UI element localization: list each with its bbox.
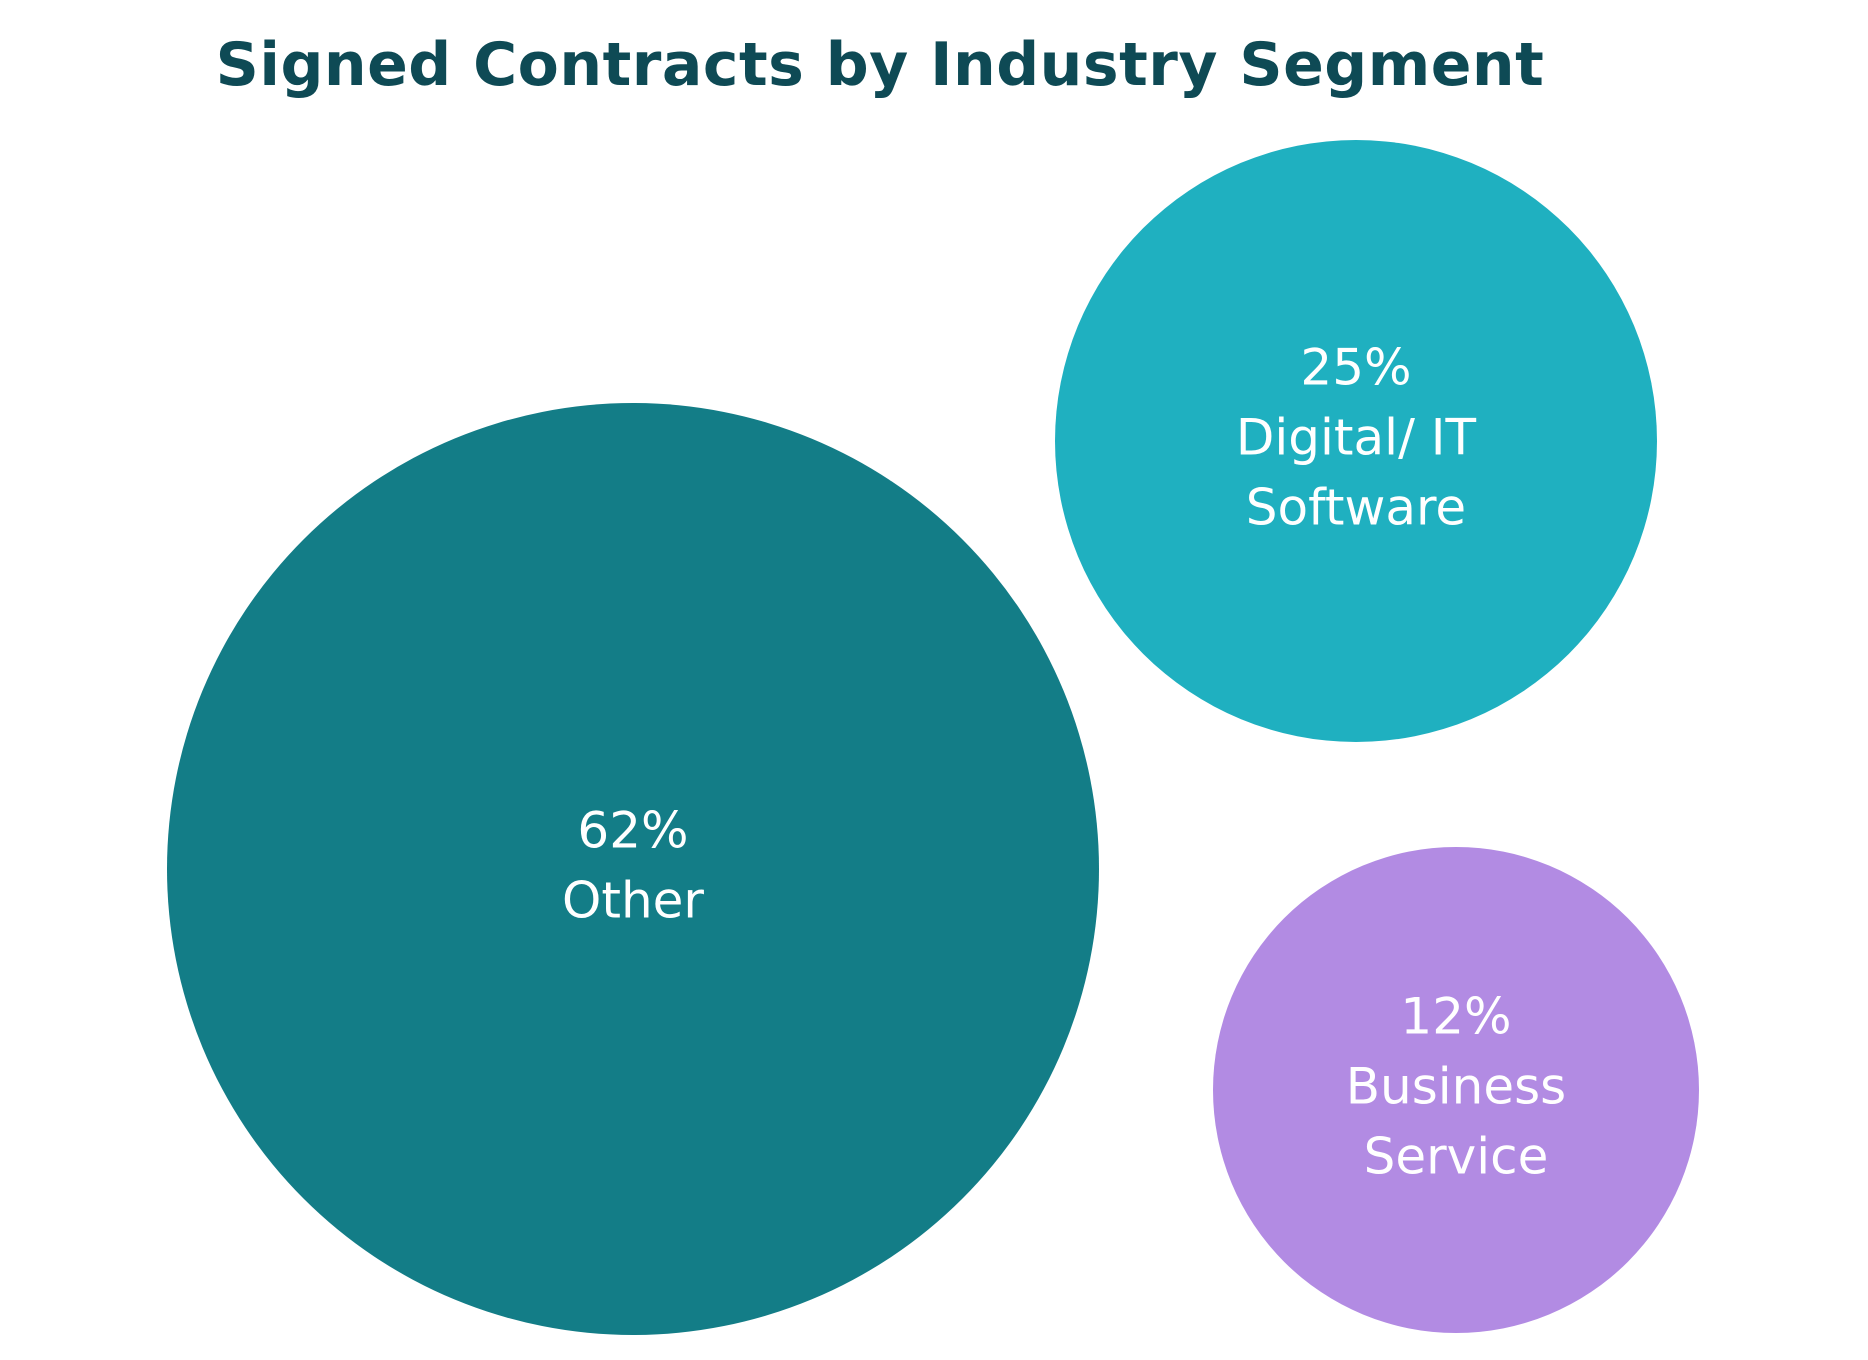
bubble-label-digital-it-software-0: 25% (1300, 339, 1411, 397)
bubble-business-service: 12% Business Service (1213, 847, 1699, 1333)
bubble-label-business-service-2: Service (1364, 1128, 1549, 1186)
bubble-label-other-0: 62% (577, 802, 688, 860)
bubble-label-other-1: Other (562, 872, 704, 930)
bubble-label-digital-it-software-1: Digital/ IT (1236, 409, 1477, 467)
chart-title: Signed Contracts by Industry Segment (215, 30, 1545, 100)
bubble-digital-it-software: 25% Digital/ IT Software (1055, 140, 1657, 742)
bubble-circle-other (167, 403, 1099, 1335)
bubble-circle-digital-it-software (1055, 140, 1657, 742)
bubble-label-digital-it-software-2: Software (1246, 479, 1466, 537)
bubble-other: 62% Other (167, 403, 1099, 1335)
bubble-label-business-service-0: 12% (1400, 988, 1511, 1046)
bubble-circle-business-service (1213, 847, 1699, 1333)
bubble-label-business-service-1: Business (1346, 1058, 1566, 1116)
